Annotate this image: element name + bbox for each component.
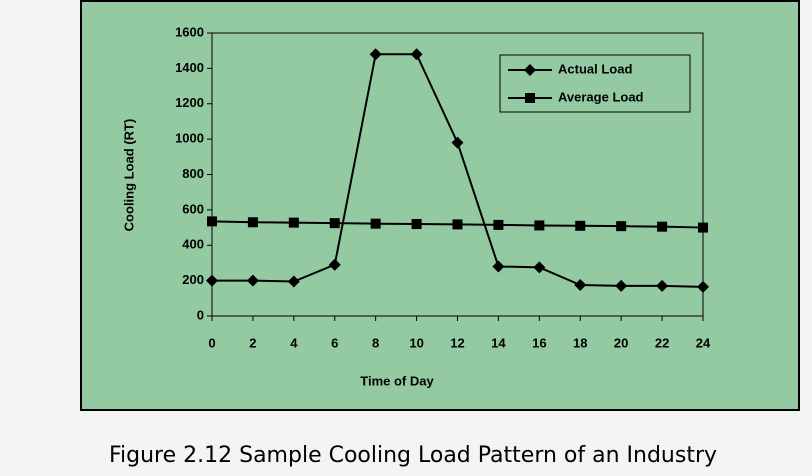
x-tick-label: 10: [409, 335, 423, 350]
data-point: [533, 261, 546, 274]
y-tick-label: 1200: [175, 95, 204, 110]
data-point: [657, 221, 668, 232]
x-tick-label: 8: [372, 335, 379, 350]
legend-marker: [525, 93, 535, 103]
data-point: [698, 222, 708, 233]
y-tick-label: 200: [182, 272, 204, 287]
x-tick-label: 6: [331, 335, 338, 350]
y-tick-label: 800: [182, 166, 204, 181]
data-point: [493, 219, 504, 230]
data-point: [492, 260, 505, 273]
x-axis-label: Time of Day: [360, 373, 434, 388]
y-tick-label: 1600: [175, 24, 204, 39]
y-tick-label: 400: [182, 237, 204, 252]
y-tick-label: 1400: [175, 60, 204, 75]
data-point: [247, 217, 258, 228]
data-point: [411, 219, 422, 230]
data-point: [452, 219, 463, 230]
y-axis-label: Cooling Load (RT): [121, 119, 136, 232]
x-tick-label: 18: [573, 335, 587, 350]
x-tick-label: 12: [450, 335, 464, 350]
data-point: [328, 258, 341, 271]
data-point: [656, 279, 669, 292]
data-point: [697, 280, 709, 293]
data-point: [207, 216, 217, 227]
data-point: [615, 279, 628, 292]
x-tick-label: 4: [290, 335, 298, 350]
caption: Figure 2.12 Sample Cooling Load Pattern …: [109, 443, 717, 468]
data-point: [574, 279, 587, 292]
x-tick-label: 14: [491, 335, 506, 350]
x-tick-label: 0: [208, 335, 215, 350]
x-tick-label: 16: [532, 335, 546, 350]
x-tick-label: 22: [655, 335, 669, 350]
data-point: [287, 275, 300, 288]
x-tick-label: 20: [614, 335, 628, 350]
legend-marker: [524, 64, 536, 76]
data-point: [288, 217, 299, 228]
x-tick-label: 24: [696, 335, 711, 350]
y-tick-label: 0: [197, 307, 204, 322]
y-tick-label: 600: [182, 201, 204, 216]
y-tick-label: 1000: [175, 131, 204, 146]
data-point: [329, 218, 340, 229]
data-point: [534, 220, 545, 231]
data-point: [369, 48, 382, 61]
data-point: [246, 274, 259, 287]
x-tick-label: 2: [249, 335, 256, 350]
data-point: [451, 136, 464, 149]
data-point: [575, 220, 586, 231]
legend-label: Average Load: [558, 89, 644, 104]
data-point: [616, 221, 627, 232]
data-point: [410, 48, 423, 61]
data-point: [206, 274, 218, 287]
legend-label: Actual Load: [558, 61, 632, 76]
data-point: [370, 218, 381, 229]
